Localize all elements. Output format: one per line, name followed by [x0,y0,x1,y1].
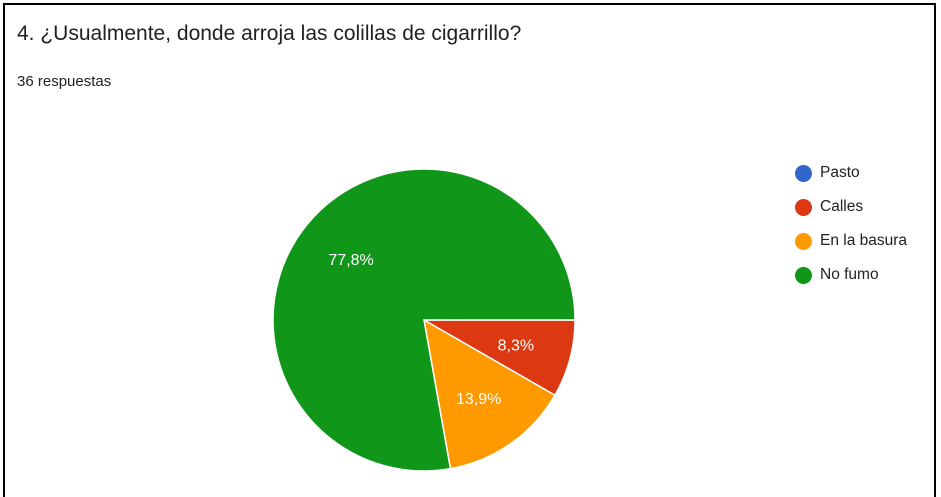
legend-swatch-pasto [795,164,812,182]
legend-label-no-fumo: No fumo [820,266,879,283]
legend-item-en-la-basura[interactable]: En la basura [795,224,907,258]
response-count: 36 respuestas [17,73,112,90]
legend-swatch-calles [795,198,812,216]
pie-slice-en-la-basura [422,318,556,470]
legend-label-pasto: Pasto [820,164,860,181]
question-title: 4. ¿Usualmente, donde arroja las colilla… [17,22,522,45]
legend-swatch-no-fumo [795,266,812,284]
legend-item-calles[interactable]: Calles [795,190,907,224]
legend-item-pasto[interactable]: Pasto [795,156,907,190]
legend-label-en-la-basura: En la basura [820,232,908,249]
slice-label-en-la-basura: 13,9% [456,391,501,408]
slice-label-calles: 8,3% [498,338,534,355]
chart-legend: Pasto Calles En la basura No fumo [795,156,907,292]
slice-label-no-fumo: 77,8% [328,252,373,269]
pie-slice-no-fumo [272,168,576,472]
legend-item-no-fumo[interactable]: No fumo [795,258,907,292]
legend-swatch-en-la-basura [795,232,812,250]
legend-label-calles: Calles [820,198,864,215]
